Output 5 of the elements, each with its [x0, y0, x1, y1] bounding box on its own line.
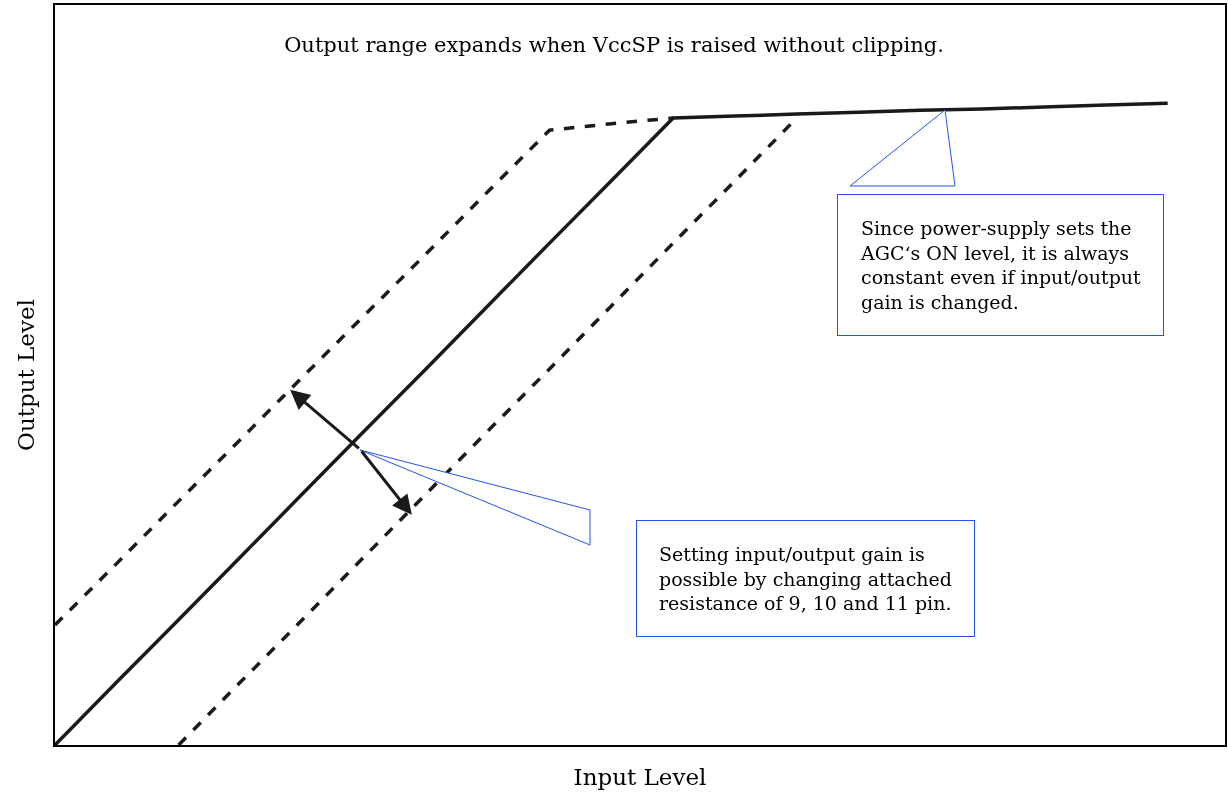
chart-title: Output range expands when VccSP is raised without clipping.	[284, 32, 944, 57]
y-axis-title: Output Level	[13, 299, 40, 451]
annotation: Since power-supply sets the AGC‘s ON level, it is always constant even if input/output gain is changed.	[860, 217, 1142, 314]
annotation: Setting input/output gain is possible by changing attached resistance of 9, 10 and 11 pin.	[659, 543, 952, 615]
x-axis-title: Input Level	[573, 764, 707, 791]
